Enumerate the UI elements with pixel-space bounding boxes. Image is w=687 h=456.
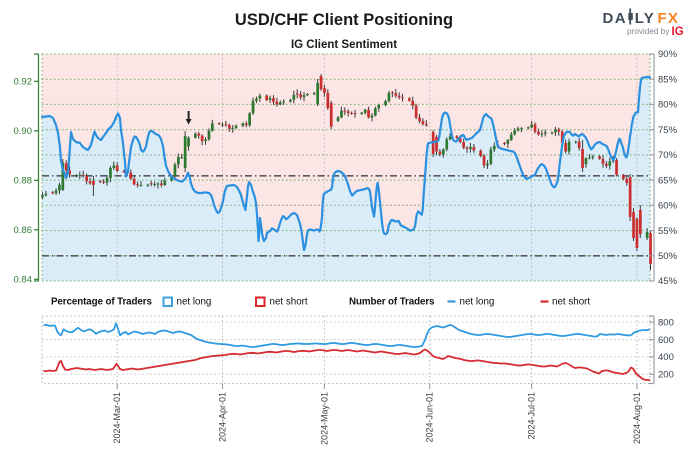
svg-text:600: 600 [658,335,674,346]
svg-text:0.84: 0.84 [14,275,33,286]
svg-text:provided by: provided by [627,27,670,36]
svg-text:85%: 85% [658,74,678,85]
svg-text:55%: 55% [658,226,678,237]
svg-text:0.88: 0.88 [14,176,33,187]
svg-text:90%: 90% [658,49,678,60]
svg-text:65%: 65% [658,175,678,186]
svg-text:DA: DA [603,10,627,27]
svg-text:net short: net short [270,297,308,308]
svg-text:2024-Apr-01: 2024-Apr-01 [218,392,228,442]
svg-text:800: 800 [658,317,674,328]
svg-text:USD/CHF Client Positioning: USD/CHF Client Positioning [235,11,453,29]
svg-text:Number of Traders: Number of Traders [349,297,435,308]
svg-text:400: 400 [658,352,674,363]
svg-text:Percentage of Traders: Percentage of Traders [51,297,152,308]
svg-text:80%: 80% [658,100,678,111]
svg-text:0.92: 0.92 [14,77,33,88]
svg-text:net long: net long [177,297,212,308]
svg-text:2024-Jun-01: 2024-Jun-01 [425,392,435,443]
svg-text:2024-Aug-01: 2024-Aug-01 [632,392,642,444]
svg-text:2024-Jul-01: 2024-Jul-01 [527,392,537,440]
svg-text:60%: 60% [658,201,678,212]
svg-text:70%: 70% [658,150,678,161]
svg-text:200: 200 [658,370,674,381]
svg-text:IG: IG [672,26,684,38]
svg-text:0.90: 0.90 [14,126,33,137]
svg-text:IG Client Sentiment: IG Client Sentiment [291,39,397,51]
svg-text:2024-May-01: 2024-May-01 [319,392,329,445]
svg-text:FX: FX [658,10,680,27]
svg-text:45%: 45% [658,276,678,287]
svg-text:75%: 75% [658,125,678,136]
svg-text:net long: net long [460,297,495,308]
svg-text:LY: LY [635,10,655,27]
svg-text:0.86: 0.86 [14,225,33,236]
svg-text:50%: 50% [658,251,678,262]
svg-text:net short: net short [552,297,590,308]
svg-text:2024-Mar-01: 2024-Mar-01 [112,392,122,444]
